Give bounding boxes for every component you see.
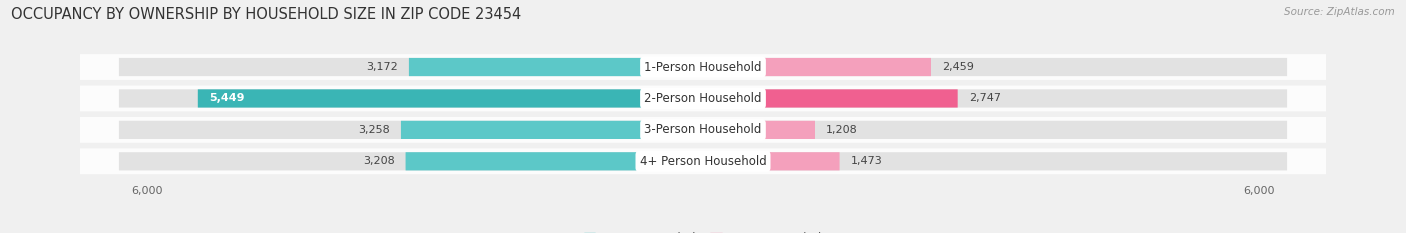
FancyBboxPatch shape bbox=[80, 148, 1326, 174]
Text: 5,449: 5,449 bbox=[209, 93, 245, 103]
Text: Source: ZipAtlas.com: Source: ZipAtlas.com bbox=[1284, 7, 1395, 17]
FancyBboxPatch shape bbox=[80, 54, 1326, 80]
FancyBboxPatch shape bbox=[703, 89, 957, 108]
FancyBboxPatch shape bbox=[120, 58, 1286, 76]
FancyBboxPatch shape bbox=[703, 58, 931, 76]
FancyBboxPatch shape bbox=[703, 152, 839, 170]
Text: 1,208: 1,208 bbox=[827, 125, 858, 135]
Text: OCCUPANCY BY OWNERSHIP BY HOUSEHOLD SIZE IN ZIP CODE 23454: OCCUPANCY BY OWNERSHIP BY HOUSEHOLD SIZE… bbox=[11, 7, 522, 22]
FancyBboxPatch shape bbox=[401, 121, 703, 139]
Legend: Owner-occupied, Renter-occupied: Owner-occupied, Renter-occupied bbox=[579, 228, 827, 233]
FancyBboxPatch shape bbox=[409, 58, 703, 76]
FancyBboxPatch shape bbox=[120, 121, 1286, 139]
Text: 2,747: 2,747 bbox=[969, 93, 1001, 103]
FancyBboxPatch shape bbox=[198, 89, 703, 108]
FancyBboxPatch shape bbox=[80, 86, 1326, 111]
Text: 3,208: 3,208 bbox=[363, 156, 395, 166]
Text: 3-Person Household: 3-Person Household bbox=[644, 123, 762, 136]
FancyBboxPatch shape bbox=[703, 121, 815, 139]
Text: 3,172: 3,172 bbox=[366, 62, 398, 72]
Text: 2-Person Household: 2-Person Household bbox=[644, 92, 762, 105]
Text: 2,459: 2,459 bbox=[942, 62, 974, 72]
Text: 3,258: 3,258 bbox=[359, 125, 389, 135]
Text: 1-Person Household: 1-Person Household bbox=[644, 61, 762, 74]
FancyBboxPatch shape bbox=[405, 152, 703, 170]
FancyBboxPatch shape bbox=[80, 117, 1326, 143]
FancyBboxPatch shape bbox=[120, 152, 1286, 170]
Text: 1,473: 1,473 bbox=[851, 156, 883, 166]
Text: 4+ Person Household: 4+ Person Household bbox=[640, 155, 766, 168]
FancyBboxPatch shape bbox=[120, 89, 1286, 108]
